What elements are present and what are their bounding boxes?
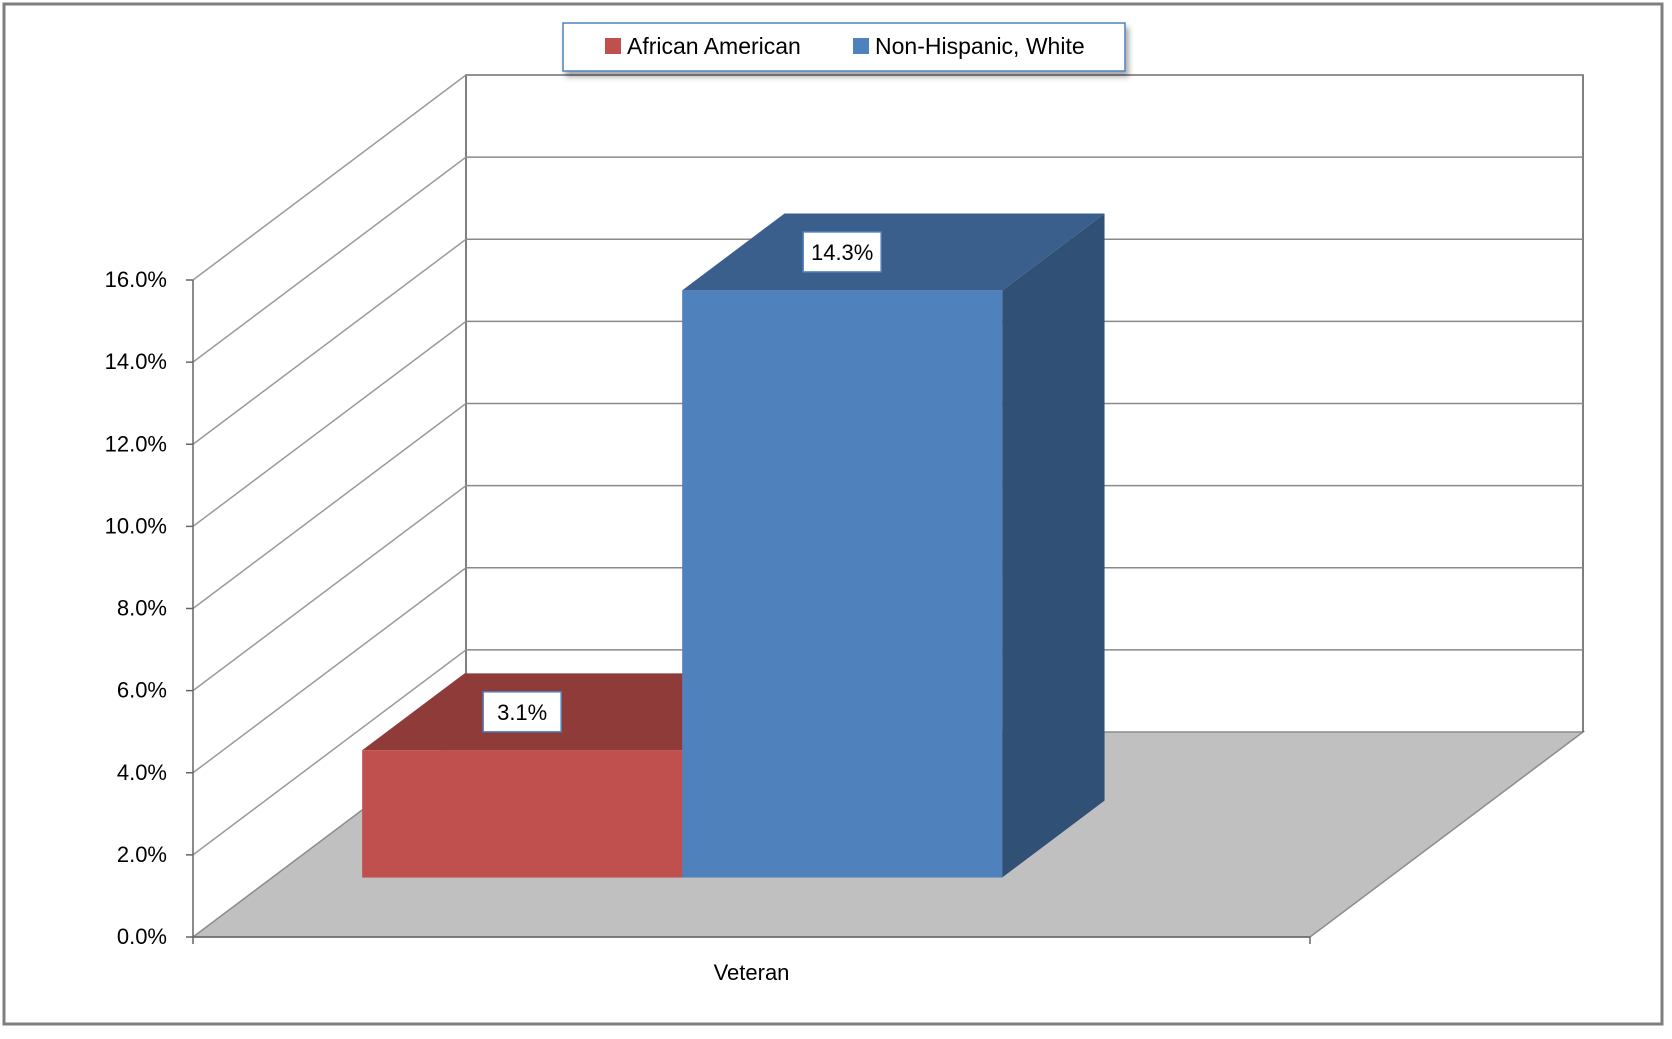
gridline-side [192, 156, 467, 363]
category-label: Veteran [714, 960, 790, 985]
gridline-side [192, 402, 467, 610]
legend-swatch [853, 38, 869, 54]
y-tick-label: 0.0% [117, 924, 167, 949]
bar-front-face [362, 750, 683, 878]
gridline-side [192, 567, 467, 774]
legend-label: African American [627, 33, 801, 59]
data-label: 3.1% [497, 700, 547, 725]
y-tick-label: 14.0% [105, 349, 167, 374]
bar-non-hispanic-white [682, 213, 1105, 878]
data-label: 14.3% [811, 240, 873, 265]
legend-item: African American [605, 33, 801, 59]
gridline-side [192, 238, 467, 445]
bar-top-face [682, 213, 1105, 291]
bar-top-face [362, 673, 785, 751]
data-label-box: 3.1% [482, 691, 562, 733]
gridline-side [192, 485, 467, 692]
gridline-side [192, 320, 467, 527]
y-tick-label: 6.0% [117, 678, 167, 703]
legend-box [562, 22, 1126, 72]
legend-item: Non-Hispanic, White [853, 33, 1085, 59]
y-axis: 0.0% 2.0% 4.0% 6.0% 8.0% 10.0% 12.0% 14.0% 16.0% [105, 267, 194, 949]
data-label-background [802, 231, 882, 273]
y-tick-label: 10.0% [105, 513, 167, 538]
gridline-side [192, 74, 467, 281]
data-label-box: 14.3% [802, 231, 882, 273]
y-tick-label: 16.0% [105, 267, 167, 292]
bar-front-face [682, 290, 1003, 878]
gridline-side [192, 649, 467, 856]
bars [362, 213, 1105, 878]
legend-swatch [605, 38, 621, 54]
bar-side-face [1002, 213, 1105, 878]
data-label-background [482, 691, 562, 733]
data-labels: 3.1% 14.3% [482, 231, 882, 733]
y-tick-label: 12.0% [105, 431, 167, 456]
legend-label: Non-Hispanic, White [875, 33, 1085, 59]
x-axis: Veteran [192, 936, 1311, 985]
y-tick-label: 2.0% [117, 842, 167, 867]
y-tick-label: 8.0% [117, 596, 167, 621]
y-tick-label: 4.0% [117, 760, 167, 785]
legend: African American Non-Hispanic, White [562, 22, 1126, 72]
